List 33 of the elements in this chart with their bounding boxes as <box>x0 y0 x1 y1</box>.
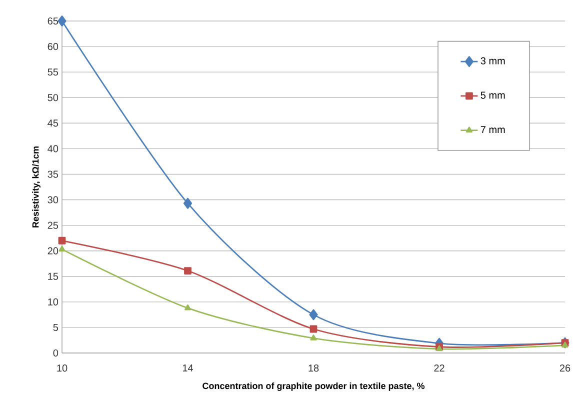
x-tick-label: 18 <box>308 364 319 372</box>
x-tick-label: 22 <box>434 364 444 372</box>
y-tick-label: 25 <box>48 222 58 229</box>
y-tick-label: 0 <box>53 349 58 357</box>
point <box>184 304 192 310</box>
point <box>309 309 318 320</box>
y-tick-label: 50 <box>48 94 58 102</box>
legend-label: 3 mm <box>480 57 505 64</box>
y-axis-title: Resistivity, kΩ/1cm <box>32 146 40 228</box>
legend-label: 5 mm <box>480 92 505 99</box>
y-tick-label: 55 <box>48 68 58 76</box>
point <box>58 246 66 252</box>
y-tick-label: 10 <box>48 298 58 306</box>
x-tick-label: 26 <box>560 364 570 372</box>
y-tick-label: 60 <box>48 42 58 50</box>
point <box>562 342 568 348</box>
y-tick-label: 35 <box>48 170 58 178</box>
y-tick-label: 65 <box>48 17 58 25</box>
point <box>310 325 318 333</box>
y-tick-label: 20 <box>48 247 58 254</box>
y-tick-label: 5 <box>53 324 58 331</box>
y-tick-label: 30 <box>48 196 58 204</box>
y-tick-label: 45 <box>48 120 58 127</box>
point <box>184 267 192 274</box>
y-tick-label: 40 <box>48 145 58 152</box>
x-tick-label: 14 <box>182 364 194 372</box>
point <box>58 236 66 244</box>
point <box>310 334 317 340</box>
point <box>58 16 66 26</box>
y-tick-label: 15 <box>48 272 58 280</box>
point <box>183 198 192 209</box>
x-axis-title: Concentration of graphite powder in textile paste, % <box>202 382 425 391</box>
legend-label: 7 mm <box>480 126 505 134</box>
